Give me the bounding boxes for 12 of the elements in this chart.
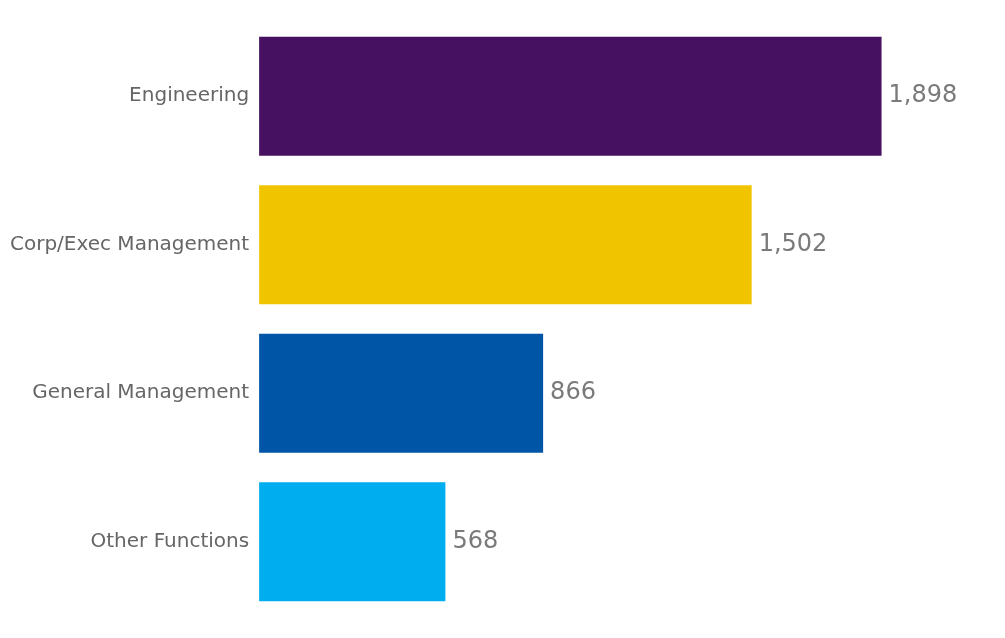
data-label: 1,898	[888, 80, 958, 109]
bar	[259, 333, 544, 453]
bar	[259, 36, 882, 156]
y-tick-label: Engineering	[129, 82, 250, 107]
data-label: 866	[550, 377, 596, 406]
data-label: 1,502	[758, 228, 828, 257]
data-label: 568	[452, 525, 499, 554]
y-tick-label: Other Functions	[90, 527, 250, 552]
y-tick-label: Corp/Exec Management	[10, 230, 250, 255]
bar	[259, 185, 752, 305]
y-tick-label: General Management	[32, 379, 250, 404]
bar	[259, 482, 446, 602]
